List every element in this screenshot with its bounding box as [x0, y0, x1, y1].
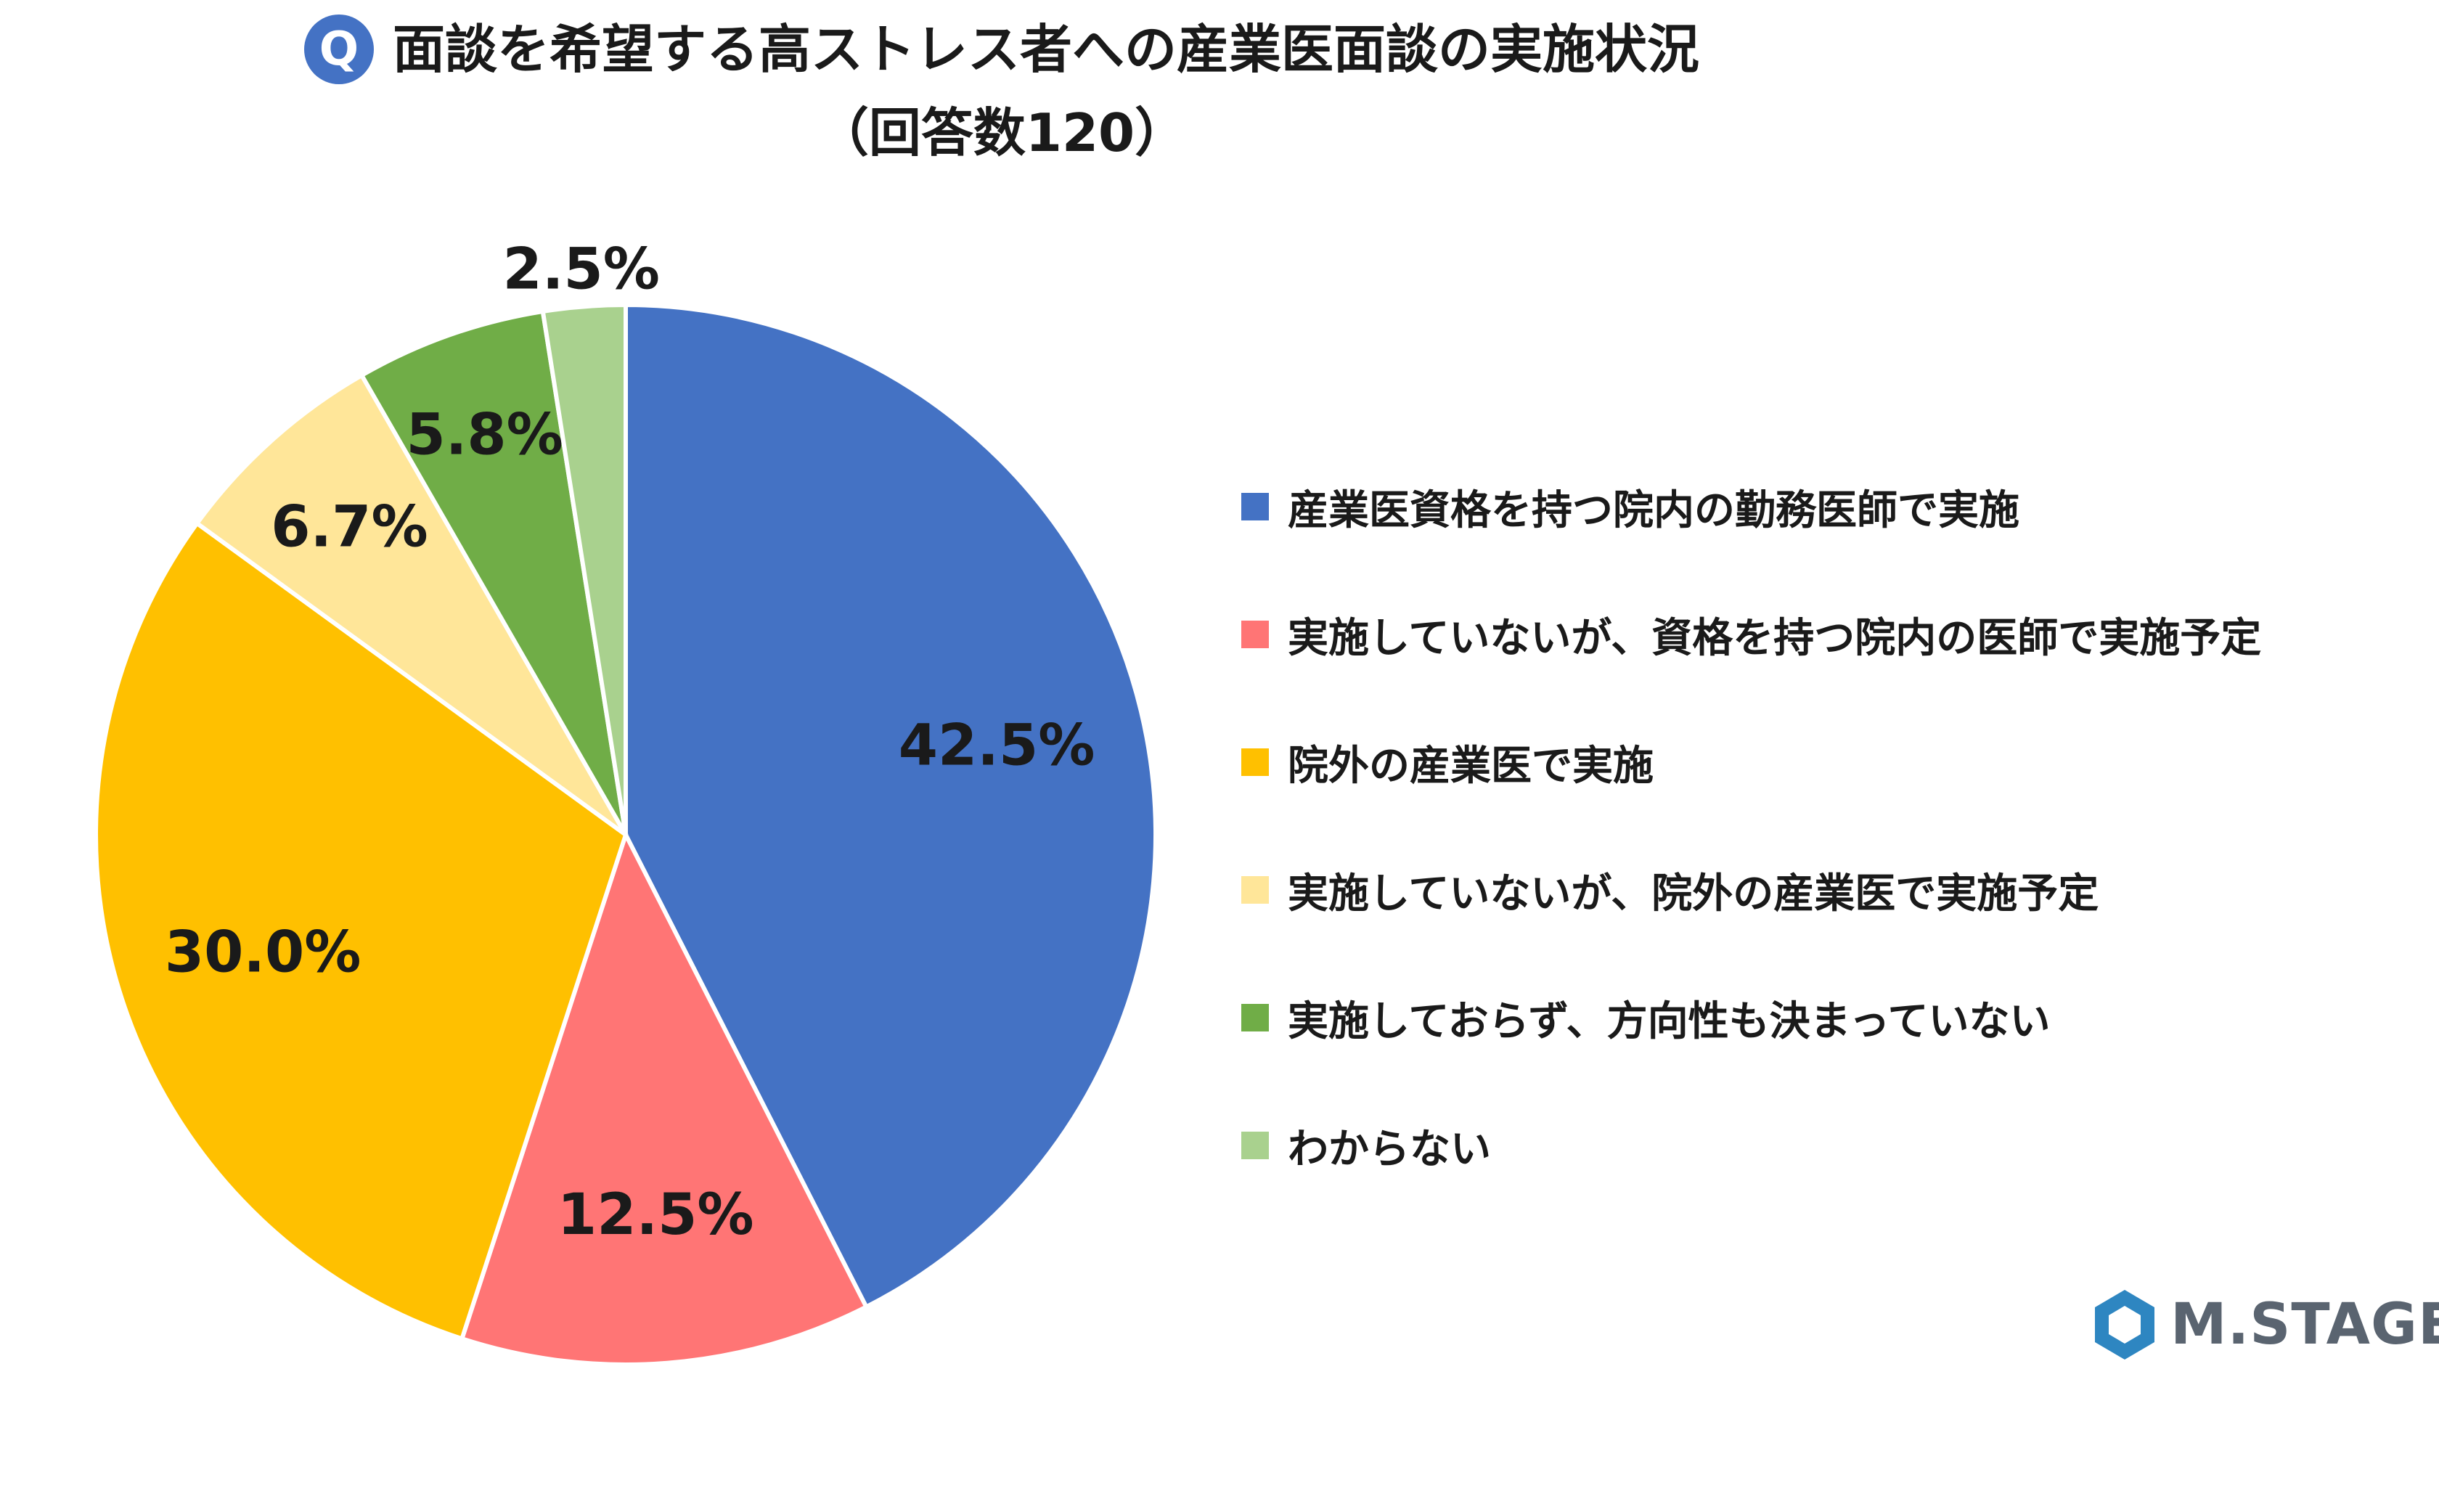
pie-slice [94, 520, 629, 1342]
slice-data-label: 5.8% [406, 402, 563, 467]
title-subtitle: （回答数120） [816, 102, 1188, 163]
pie-slice [194, 372, 628, 837]
slice-data-label: 2.5% [503, 237, 660, 302]
pie-slice [459, 829, 870, 1367]
legend-item: 実施していないが、資格を持つ院内の医師で実施予定 [1241, 571, 2261, 698]
legend-item: 院外の産業医で実施 [1241, 698, 2261, 826]
chart-legend: 産業医資格を持つ院内の勤務医師で実施実施していないが、資格を持つ院内の医師で実施… [1241, 443, 2261, 1209]
legend-swatch [1241, 876, 1269, 904]
legend-label: 産業医資格を持つ院内の勤務医師で実施 [1288, 486, 2019, 534]
title-line-1: Q 面談を希望する高ストレス者への産業医面談の実施状況 [303, 15, 1699, 84]
pie-slice [540, 302, 628, 835]
legend-swatch [1241, 621, 1269, 648]
hexagon-logo-icon [2095, 1290, 2154, 1360]
legend-swatch [1241, 1004, 1269, 1031]
slice-data-label: 6.7% [271, 494, 428, 560]
pie-slice [624, 302, 1158, 1310]
title-text: 面談を希望する高ストレス者への産業医面談の実施状況 [392, 18, 1699, 80]
legend-swatch [1241, 748, 1269, 776]
legend-swatch [1241, 1132, 1269, 1159]
legend-label: わからない [1288, 1125, 1491, 1173]
slice-data-label: 12.5% [557, 1182, 754, 1248]
legend-label: 実施していないが、院外の産業医で実施予定 [1288, 870, 2099, 918]
slice-data-label: 42.5% [899, 713, 1095, 778]
legend-label: 実施しておらず、方向性も決まっていない [1288, 997, 2051, 1045]
brand-logo: M.STAGE [2092, 1288, 2439, 1361]
legend-label: 実施していないが、資格を持つ院内の医師で実施予定 [1288, 614, 2262, 662]
question-badge-icon: Q [303, 15, 374, 84]
legend-item: 産業医資格を持つ院内の勤務医師で実施 [1241, 443, 2261, 571]
legend-item: 実施しておらず、方向性も決まっていない [1241, 954, 2261, 1082]
legend-item: 実施していないが、院外の産業医で実施予定 [1241, 826, 2261, 954]
chart-title: Q 面談を希望する高ストレス者への産業医面談の実施状況 （回答数120） [0, 15, 2003, 166]
legend-swatch [1241, 493, 1269, 520]
pie-slice [359, 308, 628, 836]
logo-text: M.STAGE [2170, 1292, 2439, 1357]
slice-data-label: 30.0% [165, 920, 361, 985]
legend-item: わからない [1241, 1082, 2261, 1209]
legend-label: 院外の産業医で実施 [1288, 742, 1654, 790]
